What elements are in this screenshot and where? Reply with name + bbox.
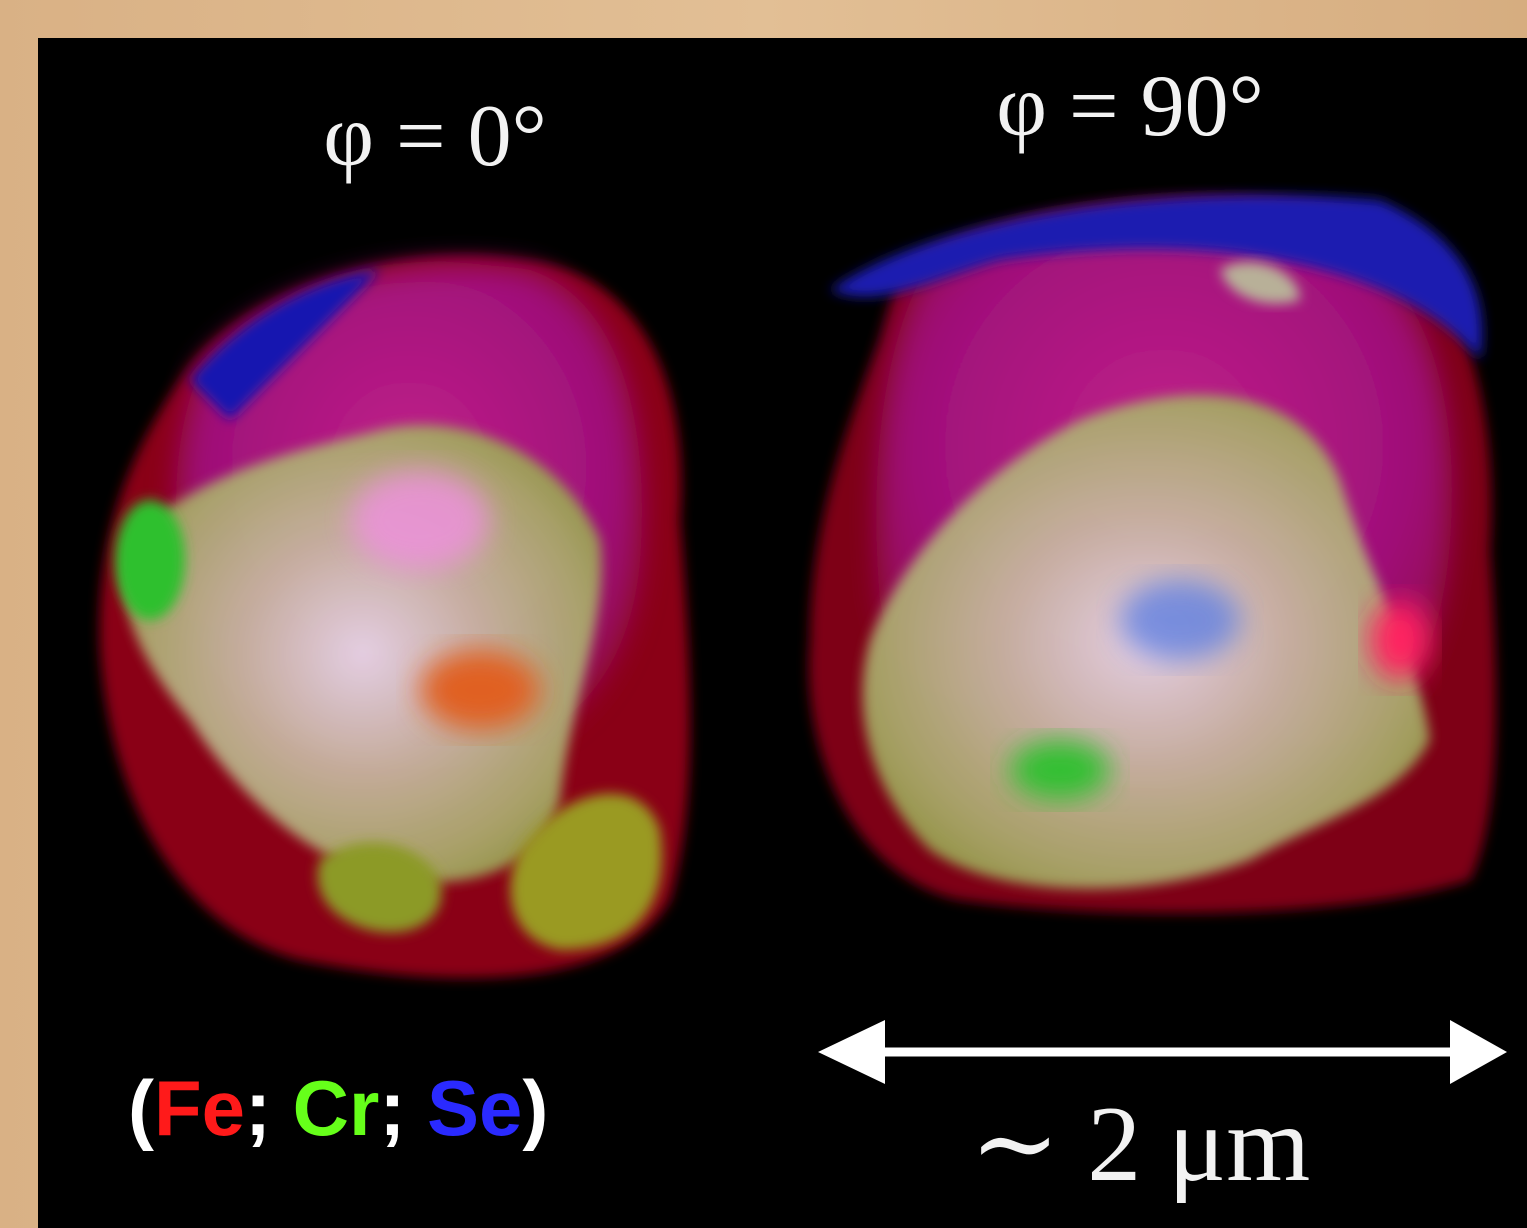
legend-bracket: ( [128,1064,154,1152]
figure: φ = 0° φ = 90° ∼ 2 μm (Fe; Cr; Se) [0,0,1527,1228]
legend-item: Fe [154,1064,245,1152]
scale-bar-label: ∼ 2 μm [970,1085,1310,1204]
legend: (Fe; Cr; Se) [128,1064,548,1152]
panel-label: φ = 90° [996,58,1264,155]
page: {"panels": [{"label": "φ = 0°"}, {"label… [0,0,1527,1228]
legend-item: Cr [293,1064,380,1152]
legend-separator: ; [379,1064,405,1152]
particle-right [809,195,1496,913]
legend-separator: ; [245,1064,271,1152]
legend-bracket: ) [522,1064,548,1152]
panel-label: φ = 0° [323,88,547,185]
legend-item: Se [427,1064,522,1152]
